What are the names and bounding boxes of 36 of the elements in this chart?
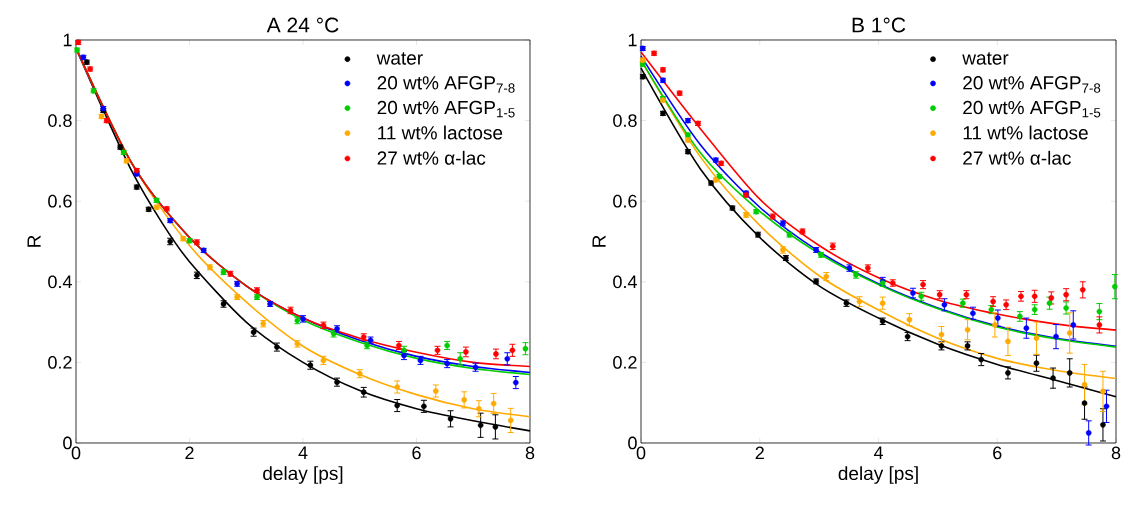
y-tick-label: 1 — [63, 33, 72, 47]
x-tick-label: 2 — [755, 446, 764, 460]
x-axis-title: delay [ps] — [838, 466, 918, 484]
y-tick-label: 1 — [628, 33, 637, 47]
legend-label: 27 wt% α-lac — [377, 150, 486, 165]
y-tick-label: 0.2 — [48, 356, 72, 369]
x-tick-label: 6 — [993, 446, 1002, 460]
legend-label: 11 wt% lactose — [378, 125, 503, 140]
x-axis-title: delay [ps] — [263, 466, 343, 484]
y-tick-label: 0.8 — [48, 114, 72, 127]
y-tick-label: 0.4 — [613, 275, 637, 289]
y-tick-label: 0.6 — [613, 194, 637, 208]
y-axis-title: R — [27, 235, 41, 247]
legend-label: water — [962, 52, 1009, 65]
chart-title: A 24 °C — [266, 17, 339, 33]
y-tick-label: 0 — [63, 436, 72, 450]
legend-label: 20 wt% AFGP$_{1-5}$ — [963, 100, 1101, 118]
y-tick-label: 0.6 — [48, 194, 72, 208]
legend-label: water — [376, 52, 423, 65]
y-axis-title: R — [592, 235, 606, 247]
x-tick-label: 4 — [298, 446, 308, 459]
y-tick-label: 0.4 — [48, 275, 72, 289]
legend-label: 20 wt% AFGP$_{7-8}$ — [377, 76, 515, 93]
legend-label: 20 wt% AFGP$_{1-5}$ — [377, 100, 515, 118]
y-tick-label: 0 — [628, 436, 637, 450]
x-tick-label: 8 — [525, 446, 535, 460]
y-tick-label: 0.2 — [613, 356, 637, 369]
x-tick-label: 4 — [873, 446, 883, 459]
x-tick-label: 6 — [412, 446, 421, 460]
x-tick-label: 2 — [185, 446, 194, 460]
legend-label: 20 wt% AFGP$_{7-8}$ — [963, 76, 1101, 93]
chart-title: B 1°C — [852, 17, 906, 33]
x-tick-label: 8 — [1111, 446, 1121, 460]
legend-label: 11 wt% lactose — [963, 125, 1088, 140]
y-tick-label: 0.8 — [613, 114, 637, 127]
legend-label: 27 wt% α-lac — [963, 150, 1071, 165]
